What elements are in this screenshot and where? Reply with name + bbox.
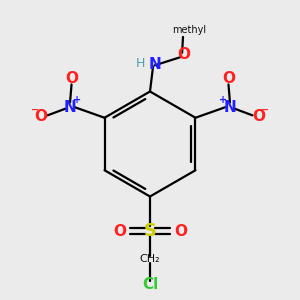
Text: N: N bbox=[148, 57, 161, 72]
Text: O: O bbox=[177, 47, 190, 62]
Text: CH₂: CH₂ bbox=[140, 254, 160, 265]
Text: H: H bbox=[136, 57, 145, 70]
Text: +: + bbox=[219, 95, 227, 105]
Text: +: + bbox=[73, 95, 81, 105]
Text: N: N bbox=[224, 100, 236, 115]
Text: ⁻: ⁻ bbox=[31, 106, 39, 121]
Text: ⁻: ⁻ bbox=[261, 106, 269, 121]
Text: methyl: methyl bbox=[172, 25, 207, 35]
Text: O: O bbox=[174, 224, 187, 238]
Text: S: S bbox=[143, 222, 157, 240]
Text: O: O bbox=[113, 224, 126, 238]
Text: Cl: Cl bbox=[142, 277, 158, 292]
Text: O: O bbox=[35, 109, 48, 124]
Text: N: N bbox=[64, 100, 76, 115]
Text: O: O bbox=[222, 71, 235, 86]
Text: O: O bbox=[65, 71, 78, 86]
Text: O: O bbox=[252, 109, 265, 124]
